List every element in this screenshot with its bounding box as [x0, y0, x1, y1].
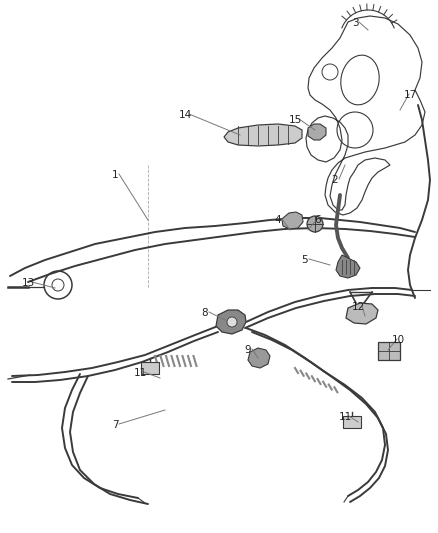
Polygon shape: [308, 124, 326, 140]
Polygon shape: [141, 362, 159, 374]
Polygon shape: [336, 255, 360, 278]
Text: 3: 3: [352, 18, 358, 28]
Polygon shape: [343, 416, 361, 428]
Text: 14: 14: [178, 110, 192, 120]
FancyBboxPatch shape: [378, 342, 400, 360]
Text: 17: 17: [403, 90, 417, 100]
Polygon shape: [346, 303, 378, 324]
Polygon shape: [282, 212, 303, 229]
Text: 7: 7: [112, 420, 118, 430]
Polygon shape: [248, 348, 270, 368]
Text: 11: 11: [339, 412, 352, 422]
Circle shape: [227, 317, 237, 327]
Text: 10: 10: [392, 335, 405, 345]
Text: 13: 13: [21, 278, 35, 288]
Text: 6: 6: [314, 215, 321, 225]
Text: 1: 1: [112, 170, 118, 180]
Polygon shape: [224, 124, 302, 146]
Text: 11: 11: [134, 368, 147, 378]
Text: 12: 12: [351, 302, 364, 312]
Text: 5: 5: [302, 255, 308, 265]
Text: 8: 8: [201, 308, 208, 318]
Polygon shape: [216, 310, 246, 334]
Text: 2: 2: [332, 175, 338, 185]
Text: 4: 4: [275, 215, 281, 225]
Circle shape: [307, 216, 323, 232]
Text: 15: 15: [288, 115, 302, 125]
Text: 9: 9: [245, 345, 251, 355]
